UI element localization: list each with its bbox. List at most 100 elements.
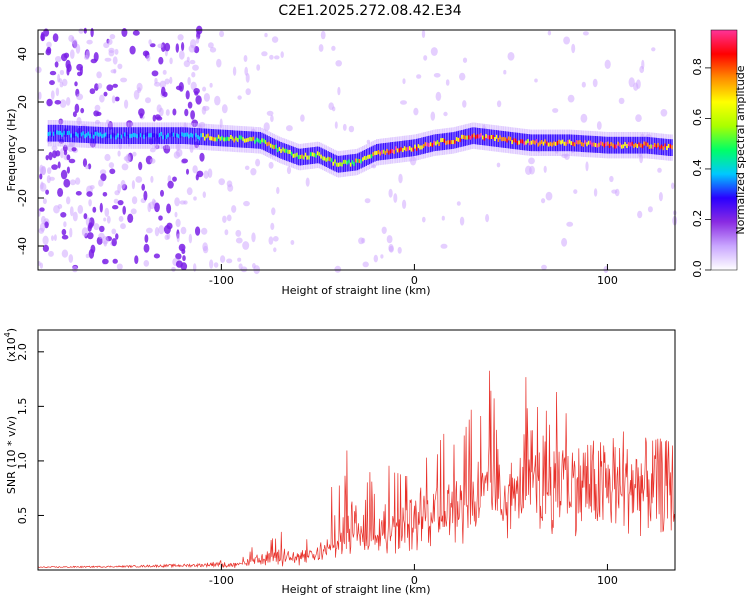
ridge-core [369,154,371,159]
ridge-core [235,136,237,141]
noise-blob [271,36,279,43]
noise-blob [174,211,178,218]
noise-blob [543,165,547,173]
noise-blob [421,30,426,38]
ridge-core [593,142,595,147]
ridge-core [509,136,512,141]
noise-blob [213,262,219,268]
noise-blob [203,170,209,179]
ridge-core [167,133,169,138]
noise-blob [112,258,118,264]
noise-blob [85,253,90,259]
ridge-core [310,152,312,157]
noise-blob [671,182,675,190]
ridge-core [381,150,383,155]
noise-blob [386,235,393,244]
ridge-core [587,140,590,145]
ridge-core [513,138,515,143]
ridge-core [77,133,79,138]
ridge-core [603,143,605,148]
ridge-core [549,141,552,146]
noise-blob [178,243,186,252]
ridge-core [139,133,142,138]
ridge-core [449,140,451,145]
ridge-core [144,133,147,138]
ridge-core [304,152,307,157]
colorbar-tick-label: 0.2 [691,210,704,228]
ridge-core [638,142,640,147]
noise-blob [99,202,103,213]
noise-blob [334,121,338,129]
ridge-core [240,135,242,140]
noise-blob [121,163,129,171]
noise-blob [109,168,116,175]
noise-blob [571,43,576,54]
ridge-core [490,135,493,139]
noise-blob [660,109,668,117]
ridge-core [631,141,633,146]
noise-blob [614,188,620,197]
ridge-core [455,137,458,142]
noise-blob [226,214,232,222]
noise-blob [102,258,109,265]
ridge-core [480,133,482,138]
colorbar: 0.0 0.2 0.4 0.6 0.8 Normalized spectral ampl… [691,29,747,278]
noise-blob [184,108,189,117]
ridge-core [386,148,388,153]
ridge-core [318,152,321,157]
ridge-core [429,142,432,147]
noise-blob [193,196,197,201]
noise-blob [81,227,89,237]
ridge-core [313,152,315,157]
noise-blob [112,83,118,88]
noise-blob [124,99,129,109]
ridge-core [353,161,355,166]
ridge-core [244,138,246,143]
ridge-core [124,132,126,137]
noise-blob [51,164,58,170]
ridge-core [377,150,380,154]
ridge-core [275,144,277,149]
noise-blob [99,169,107,175]
ridge-core [462,135,465,139]
ridge-core [325,157,327,162]
snr-series [37,370,675,569]
noise-blob [103,42,110,49]
noise-blob [172,108,177,116]
ridge-core [61,132,63,137]
noise-blob [134,255,139,264]
ridge-core [442,138,444,142]
ridge-core [230,135,232,139]
ridge-core [301,154,303,159]
ridge-core [186,132,188,137]
noise-blob [220,255,226,263]
ridge-core [306,155,308,160]
noise-blob [235,229,242,237]
noise-blob [175,218,181,228]
noise-blob [268,161,274,169]
noise-blob [135,176,143,183]
ridge-core [537,142,539,147]
ridge-core [541,140,543,144]
noise-blob [45,189,49,195]
ridge-core [450,140,453,145]
ridge-core [141,132,143,137]
noise-blob [266,110,274,116]
snr-x-tick-label: -100 [209,574,234,587]
ridge-core [388,150,390,155]
noise-blob [186,187,193,196]
ridge-core [612,143,614,148]
ridge-core [117,133,119,138]
noise-blob [177,34,184,41]
ridge-core [245,138,248,143]
ridge-core [174,134,176,138]
noise-blob [43,28,50,37]
ridge-core [671,145,673,150]
noise-blob [104,207,110,217]
ridge-core [567,140,569,145]
ridge-core [607,141,609,146]
noise-blob [276,186,280,195]
noise-blob [158,225,165,235]
noise-blob [144,234,149,243]
ridge-core [120,134,122,139]
